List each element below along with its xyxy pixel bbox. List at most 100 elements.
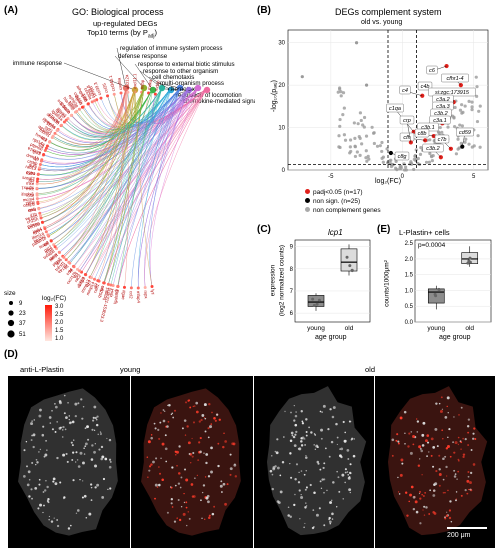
data-point [460, 111, 464, 115]
gene-label: cd59 [459, 130, 471, 136]
stained-cell [332, 406, 336, 410]
stained-cell [108, 465, 112, 469]
stained-cell [85, 517, 88, 519]
stained-cell [322, 466, 325, 470]
stained-cell [185, 506, 188, 509]
stained-cell [30, 488, 33, 491]
stained-cell [297, 447, 300, 450]
term-leader-line [139, 70, 163, 89]
stained-cell [303, 473, 306, 476]
stained-cell [66, 460, 69, 463]
color-legend-title: log₂(FC) [42, 295, 67, 302]
gene-label: sgms1 [21, 186, 34, 191]
gene-term-link [88, 87, 208, 129]
panel-e: (E) L-Plastin+ cells counts/1000μm² 2.5 2… [375, 222, 497, 347]
stained-cell [313, 444, 316, 446]
stained-cell [32, 433, 36, 437]
stained-cell [412, 435, 416, 438]
stained-cell [207, 427, 210, 430]
stained-cell [72, 451, 75, 454]
stained-cell [155, 457, 158, 460]
stained-cell [320, 437, 323, 440]
gene-label-box [394, 151, 410, 161]
stained-cell [32, 445, 35, 449]
size-legend-dot [7, 319, 15, 327]
stained-cell [300, 493, 302, 496]
stained-cell [102, 477, 106, 481]
stained-cell [397, 442, 400, 445]
stained-cell [418, 492, 421, 495]
stained-cell [467, 431, 470, 434]
stained-cell [391, 438, 395, 442]
data-point [394, 159, 398, 164]
gene-term-link [41, 87, 208, 164]
stained-cell [460, 406, 463, 409]
stained-cell [70, 421, 72, 424]
stained-cell [444, 517, 447, 520]
stained-cell [79, 478, 81, 481]
size-legend-label: 51 [19, 332, 26, 338]
stained-cell [67, 402, 69, 404]
gene-node [39, 159, 43, 163]
stained-cell [455, 491, 458, 493]
gene-label: irak4 [32, 226, 43, 234]
data-point [356, 122, 360, 126]
stained-cell [27, 470, 31, 474]
gene-label: si:zgc:173915 [435, 90, 470, 96]
gene-term-link [91, 87, 208, 278]
stained-cell [462, 453, 466, 456]
stained-cell [271, 473, 274, 476]
data-point [414, 157, 418, 161]
stained-cell [404, 443, 406, 445]
color-legend-label: 2.5 [55, 312, 64, 318]
stained-cell [289, 439, 293, 443]
data-point [440, 130, 444, 134]
stained-cell [434, 427, 438, 431]
stained-cell [88, 512, 92, 516]
stained-cell [341, 473, 345, 477]
data-point [341, 91, 346, 95]
gene-label: cfh [403, 135, 410, 141]
stained-cell [51, 409, 53, 412]
stained-cell [61, 436, 64, 438]
stained-cell [210, 446, 213, 450]
stained-cell [400, 458, 404, 462]
stained-cell [87, 438, 90, 441]
stained-cell [304, 488, 307, 491]
stained-cell [410, 431, 413, 433]
stained-cell [37, 507, 40, 510]
stained-cell [416, 420, 420, 423]
gene-label: tnfrsf [48, 252, 59, 262]
gene-node [37, 207, 41, 211]
gene-term-link [51, 87, 172, 242]
stained-cell [180, 505, 183, 508]
stained-cell [166, 511, 169, 514]
stained-cell [421, 474, 423, 476]
x-tick-label: 5 [472, 174, 476, 180]
stained-cell [204, 476, 207, 478]
stained-cell [448, 428, 451, 431]
data-point [467, 259, 471, 263]
scale-bar [447, 527, 487, 529]
data-point [476, 134, 480, 138]
stained-cell [68, 418, 70, 421]
stained-cell [72, 479, 75, 482]
stained-cell [453, 475, 457, 478]
data-point [385, 147, 389, 151]
gene-label: fos [37, 142, 44, 149]
gene-label: tp53 [32, 149, 42, 157]
gene-node [122, 285, 126, 289]
stained-cell [422, 495, 425, 498]
stained-cell [83, 447, 85, 449]
stained-cell [284, 410, 286, 413]
data-point [388, 159, 392, 163]
data-point [414, 148, 418, 152]
gene-term-link [37, 87, 208, 199]
data-point [300, 75, 304, 79]
stained-cell [168, 403, 171, 407]
label-leader [406, 120, 412, 143]
stained-cell [300, 440, 303, 443]
gene-term-link [43, 87, 190, 160]
panel-c-xlabel: age group [315, 334, 347, 341]
stained-cell [26, 465, 28, 468]
